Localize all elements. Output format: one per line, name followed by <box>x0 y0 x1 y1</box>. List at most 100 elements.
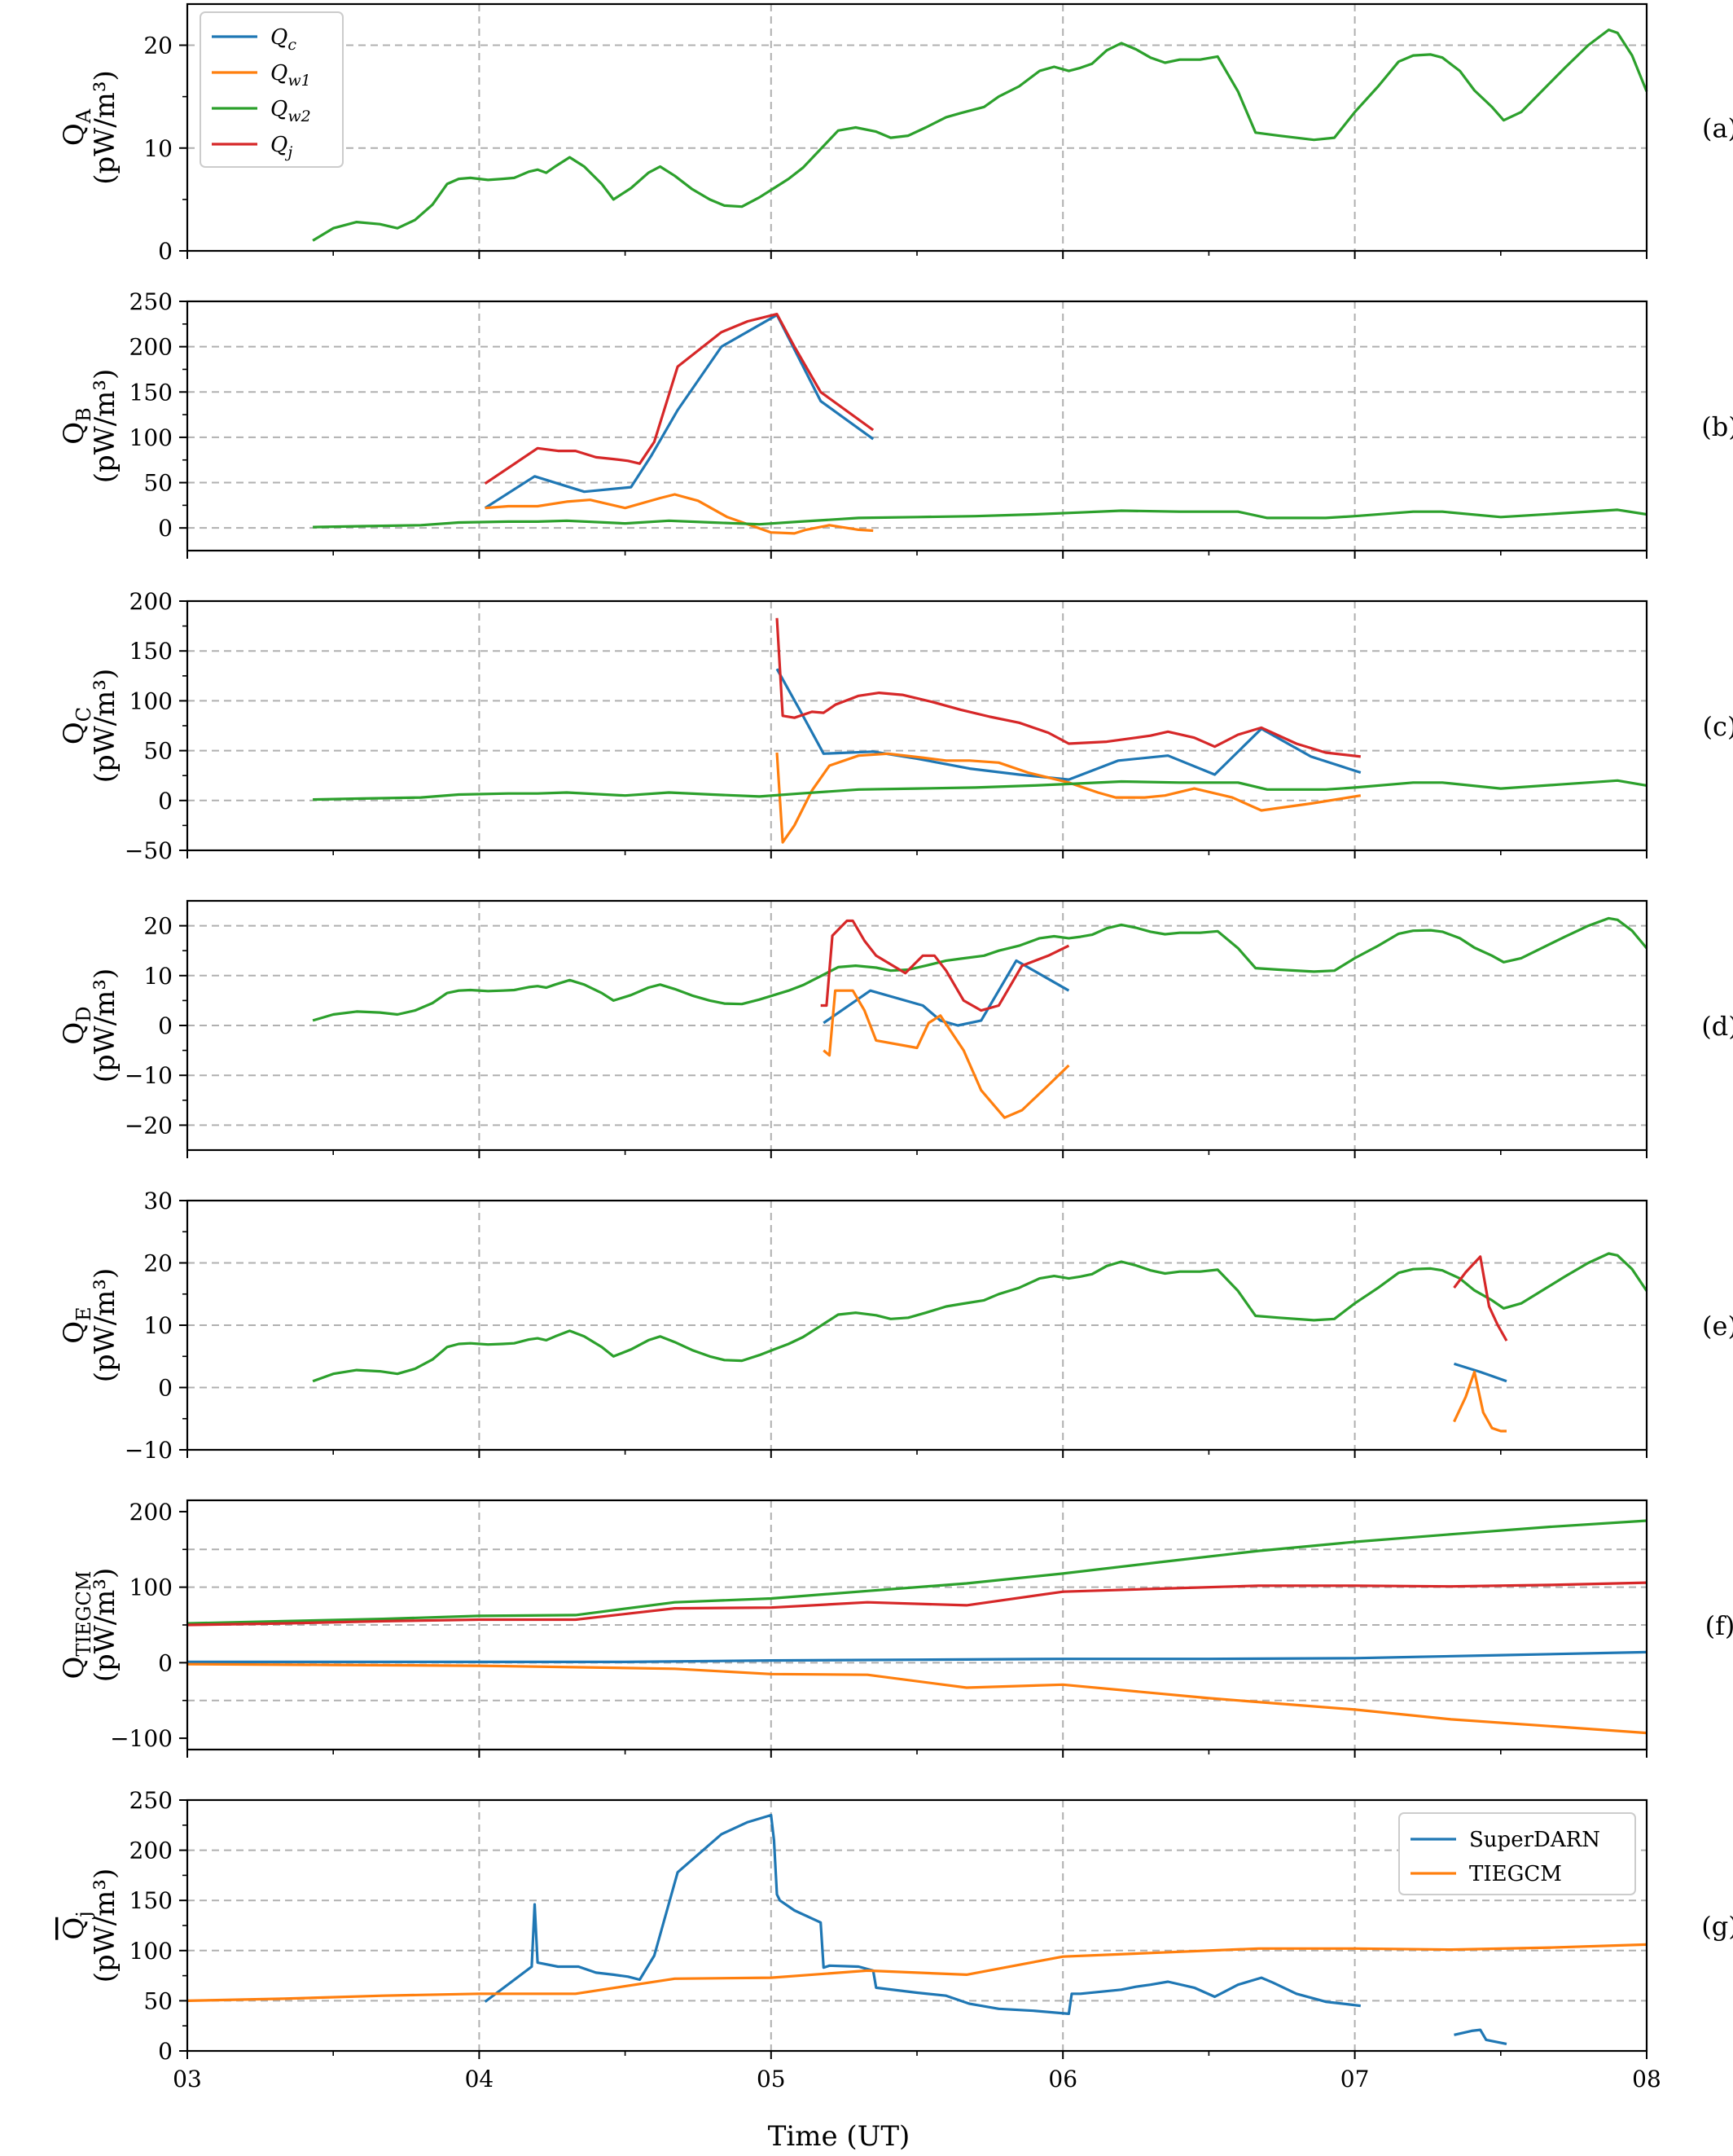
y-tick-label: 0 <box>158 788 173 815</box>
panel-tag: (f) <box>1705 1610 1733 1641</box>
y-tick-label: 0 <box>158 1649 173 1676</box>
axes-frame <box>186 2 1648 252</box>
y-tick-label: 0 <box>158 238 173 265</box>
series-line-qw1 <box>775 752 1362 844</box>
legend-label-qc: Qc <box>270 25 296 54</box>
panel-tag: (b) <box>1701 411 1733 442</box>
series-line-qc <box>775 668 1362 781</box>
series-line-qc <box>823 959 1070 1027</box>
axes-frame <box>186 599 1648 852</box>
y-axis-label-symbol: Q <box>58 1321 90 1344</box>
y-axis-label: QE <box>58 1306 95 1343</box>
x-tick-label: 05 <box>757 2066 786 2092</box>
y-tick-label: 0 <box>158 515 173 542</box>
panel-b: 0 50 100 150 200 250 QB(pW/m³) (b) <box>58 288 1733 559</box>
legend-label-subscript: w1 <box>287 72 310 90</box>
legend-box <box>200 11 344 168</box>
y-axis-label-symbol: Q <box>58 422 90 445</box>
chart-panels: 01020QA(pW/m³)(a)QcQw1Qw2Qj0501001502002… <box>58 2 1733 2092</box>
series-line-qw2 <box>312 916 1648 1022</box>
y-axis-label: Qj <box>58 1911 95 1939</box>
y-tick-label: −20 <box>125 1112 173 1139</box>
y-tick-label: −100 <box>110 1725 173 1752</box>
series-line-qj <box>484 313 875 485</box>
y-tick-label: 20 <box>143 33 173 59</box>
y-axis-label-subscript: E <box>72 1306 95 1321</box>
y-tick-label: 100 <box>129 424 173 451</box>
y-tick-label: 150 <box>129 638 173 665</box>
y-axis-unit: (pW/m³) <box>89 1268 121 1383</box>
y-tick-label: 20 <box>143 1250 173 1277</box>
legend-label-superdarn: SuperDARN <box>1469 1828 1600 1852</box>
series-line-tiegcm <box>186 1943 1647 2002</box>
series-line-qw2 <box>312 28 1648 242</box>
series-line-qw1 <box>823 989 1070 1119</box>
y-axis-label-symbol: Q <box>58 1917 90 1940</box>
y-axis-unit: (pW/m³) <box>89 968 121 1083</box>
panel-tag: (d) <box>1701 1011 1733 1042</box>
legend-label-symbol: Q <box>270 97 287 121</box>
y-axis-label-subscript: C <box>72 707 95 722</box>
y-tick-label: 50 <box>143 1987 173 2014</box>
y-tick-label: 250 <box>129 288 173 315</box>
panel-tag: (g) <box>1701 1911 1733 1942</box>
y-axis-label-symbol: Q <box>58 1657 90 1680</box>
y-axis-unit: (pW/m³) <box>89 369 121 484</box>
y-tick-label: 10 <box>143 963 173 990</box>
y-tick-label: 200 <box>129 1499 173 1526</box>
panel-e: −10 0 10 20 30 QE(pW/m³) (e) <box>58 1188 1733 1464</box>
axes-frame <box>186 300 1648 552</box>
y-axis-unit: (pW/m³) <box>89 70 121 185</box>
x-tick-label: 03 <box>173 2066 202 2092</box>
y-tick-label: 10 <box>143 1312 173 1339</box>
y-axis-label-subscript: D <box>72 1006 95 1021</box>
panel-c: −50 0 50 100 150 200 QC(pW/m³) (c) <box>58 588 1733 864</box>
series-line-qj <box>186 1581 1647 1627</box>
y-tick-label: 100 <box>129 687 173 714</box>
legend: SuperDARN TIEGCM <box>1398 1812 1636 1895</box>
legend-label-symbol: Q <box>270 25 287 50</box>
series-line-qc <box>484 314 875 510</box>
y-tick-label: 20 <box>143 913 173 940</box>
panel-d: −20 −10 0 10 20 QD(pW/m³) (d) <box>58 899 1733 1158</box>
legend-box <box>1398 1812 1636 1895</box>
y-tick-label: −10 <box>125 1437 173 1464</box>
x-tick-label: 08 <box>1632 2066 1661 2092</box>
panel-tag: (c) <box>1703 711 1733 742</box>
y-tick-label: 10 <box>143 135 173 162</box>
y-axis-label-subscript: A <box>72 108 95 124</box>
y-tick-label: 100 <box>129 1938 173 1965</box>
y-axis-label-symbol: Q <box>58 1022 90 1045</box>
y-tick-label: 0 <box>158 1375 173 1402</box>
legend-label-qw2: Qw2 <box>270 97 311 125</box>
y-tick-label: 150 <box>129 1887 173 1914</box>
y-axis-label-symbol: Q <box>58 722 90 744</box>
legend-label-qj: Qj <box>270 133 292 161</box>
y-axis-unit: (pW/m³) <box>89 1868 121 1983</box>
y-axis-label-subscript: j <box>72 1911 95 1919</box>
y-tick-label: 50 <box>143 738 173 765</box>
x-tick-label: 04 <box>465 2066 494 2092</box>
series-line-qw1 <box>186 1662 1647 1735</box>
y-tick-label: 200 <box>129 588 173 615</box>
series-line-qw2 <box>313 508 1647 529</box>
legend-label-symbol: Q <box>270 61 287 86</box>
panel-tag: (e) <box>1702 1311 1733 1341</box>
y-axis-label: QC <box>58 707 95 744</box>
y-axis-label: QA <box>58 108 95 146</box>
series-line-qw1 <box>485 493 874 535</box>
panel-g: 0 50 100 150 200 250 03 04 05 06 07 08 Qj(pW/m³) (g) S… <box>58 1787 1733 2092</box>
series-line-qj <box>820 919 1070 1012</box>
y-tick-label: 0 <box>158 1012 173 1039</box>
y-tick-label: 150 <box>129 379 173 406</box>
panel-f: −100 0 100 200 QTIEGCM(pW/m³) (f) <box>58 1499 1733 1758</box>
y-axis-label-subscript: TIEGCM <box>72 1571 95 1657</box>
y-tick-label: 0 <box>158 2038 173 2065</box>
series-line-superdarn <box>484 1813 1361 2015</box>
y-tick-label: −10 <box>125 1062 173 1089</box>
series-line-qc <box>187 1650 1647 1664</box>
y-tick-label: −50 <box>125 837 173 864</box>
legend-label-qw1: Qw1 <box>270 61 311 90</box>
y-axis-label: QD <box>58 1006 95 1044</box>
